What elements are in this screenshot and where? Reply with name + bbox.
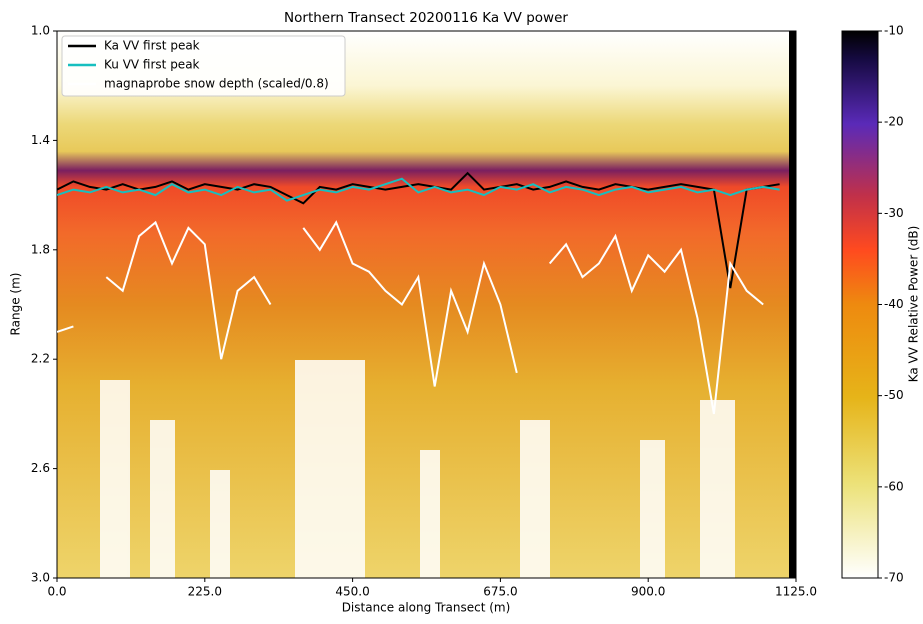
x-tick-label: 675.0	[483, 585, 517, 599]
legend-label: magnaprobe snow depth (scaled/0.8)	[104, 77, 329, 91]
series-line	[57, 177, 780, 202]
y-tick-label: 2.6	[31, 461, 50, 475]
x-axis-label: Distance along Transect (m)	[342, 601, 511, 615]
series-line	[57, 220, 764, 415]
colorbar-tick-label: -60	[884, 479, 904, 493]
y-axis-label: Range (m)	[9, 273, 23, 336]
series-line	[57, 171, 780, 289]
x-tick-label: 900.0	[631, 585, 665, 599]
legend-label: Ku VV first peak	[104, 58, 200, 72]
colorbar-tick-label: -30	[884, 206, 904, 220]
y-tick-label: 3.0	[31, 571, 50, 585]
y-tick-label: 1.4	[31, 133, 50, 147]
x-tick-label: 1125.0	[775, 585, 817, 599]
colorbar-tick-label: -40	[884, 297, 904, 311]
colorbar	[841, 30, 879, 579]
x-tick-label: 0.0	[47, 585, 66, 599]
legend	[61, 35, 346, 97]
chart-title: Northern Transect 20200116 Ka VV power	[284, 10, 568, 26]
legend-label: Ka VV first peak	[104, 39, 200, 53]
radargram	[57, 31, 796, 578]
x-tick-label: 450.0	[335, 585, 369, 599]
colorbar-tick-label: -70	[884, 571, 904, 585]
y-tick-label: 2.2	[31, 352, 50, 366]
y-tick-label: 1.0	[31, 24, 50, 38]
y-tick-label: 1.8	[31, 242, 50, 256]
x-tick-label: 225.0	[188, 585, 222, 599]
colorbar-tick-label: -50	[884, 388, 904, 402]
plot-frame	[56, 30, 797, 579]
colorbar-tick-label: -20	[884, 115, 904, 129]
colorbar-tick-label: -10	[884, 24, 904, 38]
colorbar-label: Ka VV Relative Power (dB)	[907, 226, 921, 383]
